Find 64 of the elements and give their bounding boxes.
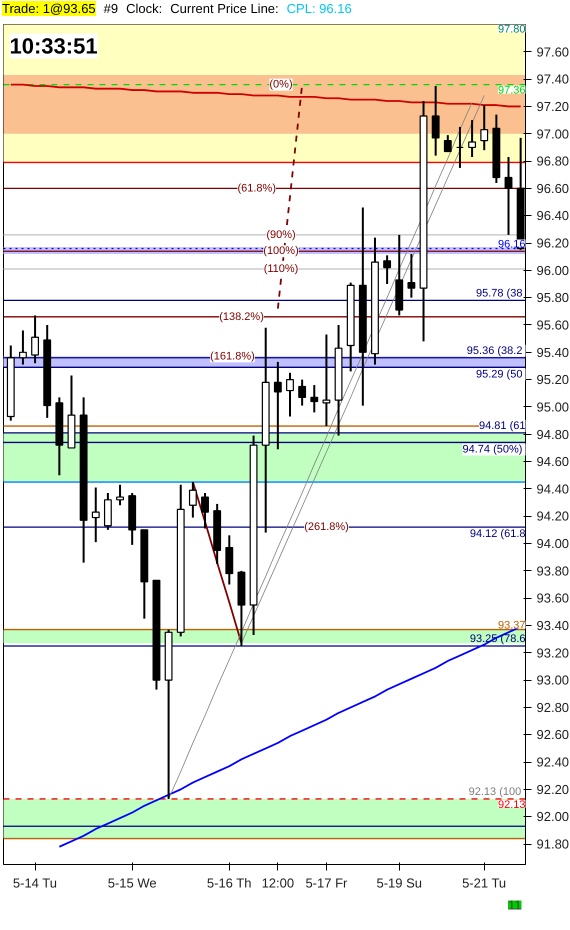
- band-label: 97.80: [498, 24, 526, 36]
- y-tick-label: 92.40: [536, 754, 570, 770]
- annotation: (161.8%): [210, 350, 255, 362]
- y-tick-label: 92.80: [536, 700, 570, 715]
- annotation: (261.8%): [304, 521, 349, 534]
- x-tick-label: 5-16 Th: [206, 876, 252, 890]
- text: Trade: 1@93.65: [2, 1, 96, 16]
- ref-line-label: 95.29 (50: [476, 368, 522, 380]
- annotation: (110%): [264, 262, 298, 275]
- y-tick-label: 96.40: [536, 208, 570, 224]
- x-tick-label: 5-14 Tu: [12, 876, 57, 890]
- text: #9: [104, 1, 118, 16]
- ref-line-label: 94.81 (61: [479, 420, 526, 432]
- x-tick-label: 12:00: [262, 876, 294, 890]
- y-tick-label: 94.40: [536, 481, 570, 496]
- y-tick-label: 95.20: [536, 372, 570, 388]
- ref-line-label: 97.36: [498, 84, 526, 97]
- x-tick-label: 5-19 Su: [376, 876, 422, 890]
- y-tick-label: 95.80: [536, 290, 570, 306]
- annotation: (0%): [269, 78, 293, 91]
- ref-line-label: 93.37: [498, 620, 526, 632]
- y-tick-label: 94.80: [536, 426, 570, 442]
- y-tick-label: 97.20: [536, 98, 570, 114]
- annotation: (138.2%): [219, 310, 264, 323]
- y-tick-label: 93.80: [536, 563, 570, 578]
- ref-line-label: 95.36 (38.2: [466, 344, 522, 357]
- y-tick-label: 95.40: [536, 344, 570, 360]
- x-tick-label: 5-15 We: [108, 876, 157, 890]
- annotation: (61.8%): [237, 182, 276, 194]
- y-tick-label: 96.80: [536, 154, 570, 169]
- y-tick-label: 94.00: [536, 536, 570, 552]
- y-tick-label: 93.20: [536, 645, 570, 660]
- annotation: 92.13 (100: [468, 786, 522, 798]
- ref-line-label: 96.16: [498, 238, 526, 250]
- ref-line-label: 95.78 (38: [476, 287, 522, 300]
- text: Current Price Line:: [170, 1, 279, 16]
- y-tick-label: 97.60: [536, 44, 570, 60]
- annotation: (90%): [266, 228, 296, 241]
- y-tick-label: 92.00: [536, 809, 570, 824]
- x-tick-label: 5-21 Tu: [462, 876, 506, 890]
- y-tick-label: 96.00: [536, 262, 570, 278]
- y-tick-label: 96.20: [536, 236, 570, 251]
- text: Clock:: [126, 1, 162, 16]
- text: CPL: 96.16: [286, 1, 352, 16]
- ref-line-label: 92.13: [498, 798, 526, 811]
- ref-line-label: 94.12 (61.8: [470, 528, 526, 540]
- y-tick-label: 97.00: [536, 126, 570, 142]
- y-tick-label: 95.00: [536, 399, 570, 414]
- y-tick-label: 95.60: [536, 317, 570, 332]
- y-tick-label: 91.80: [536, 836, 570, 852]
- y-tick-label: 92.20: [536, 782, 570, 797]
- y-tick-label: 93.40: [536, 618, 570, 633]
- y-tick-label: 97.40: [536, 72, 570, 87]
- y-tick-label: 92.60: [536, 727, 570, 742]
- text: 11: [508, 898, 522, 912]
- y-tick-label: 94.60: [536, 454, 570, 470]
- y-tick-label: 93.60: [536, 590, 570, 606]
- y-tick-label: 94.20: [536, 508, 570, 524]
- annotation: 10:33:51: [10, 34, 98, 58]
- x-tick-label: 5-17 Fr: [305, 876, 348, 890]
- annotation: (100%): [263, 245, 299, 258]
- ref-line-label: 94.74 (50%): [462, 443, 522, 456]
- y-tick-label: 96.60: [536, 180, 570, 196]
- y-tick-label: 93.00: [536, 672, 570, 688]
